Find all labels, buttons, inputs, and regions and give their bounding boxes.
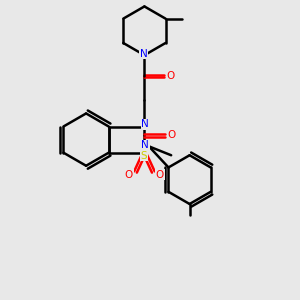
- Text: O: O: [125, 170, 133, 180]
- Text: S: S: [140, 151, 147, 160]
- Text: O: O: [156, 170, 164, 180]
- Text: O: O: [168, 130, 176, 140]
- Text: N: N: [140, 49, 148, 59]
- Text: N: N: [141, 140, 149, 150]
- Text: N: N: [141, 119, 149, 129]
- Text: O: O: [166, 71, 174, 81]
